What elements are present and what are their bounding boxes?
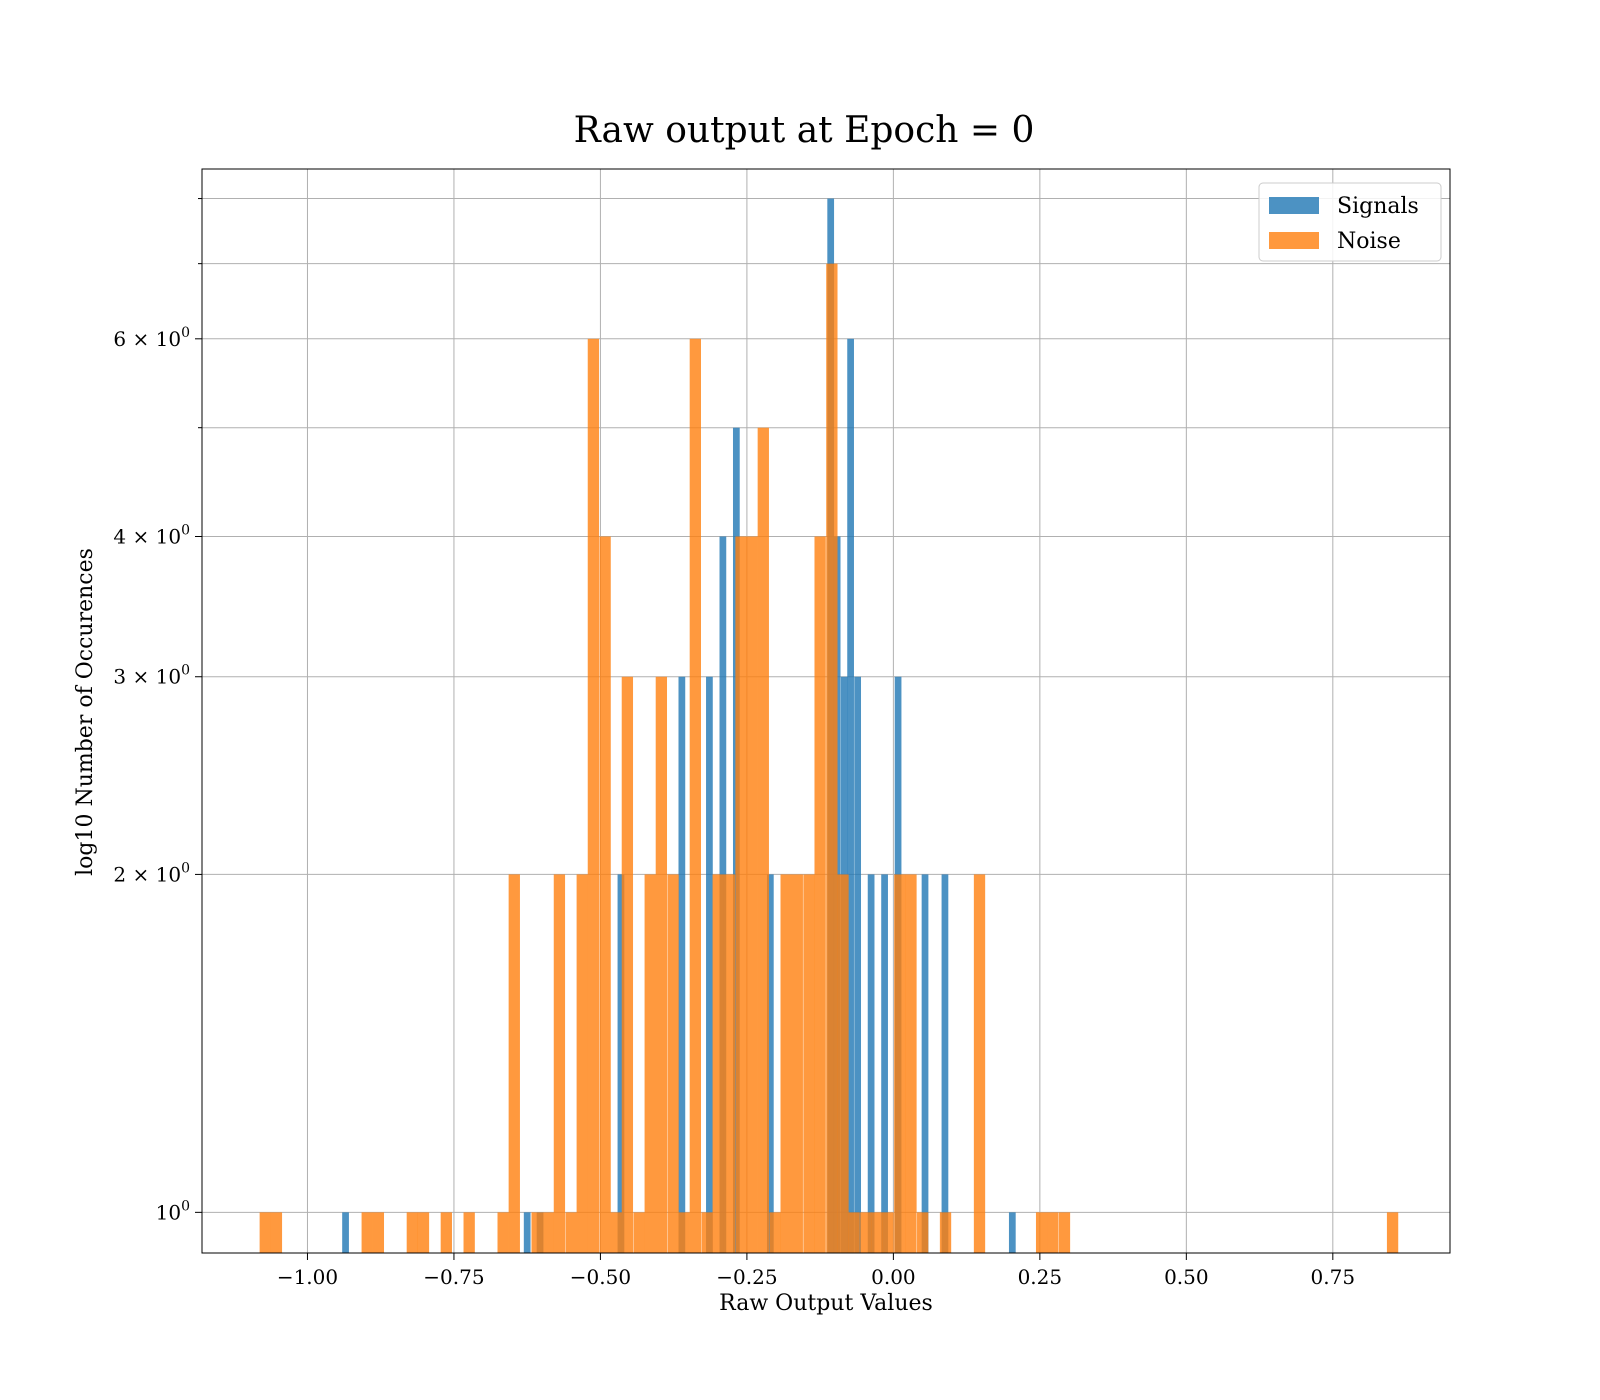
histogram-bar [655,676,668,1253]
histogram-bar [678,676,686,1253]
histogram-bar [523,1212,531,1253]
histogram-bar [848,1212,860,1253]
histogram-bar [667,874,679,1253]
histogram-bar [576,874,588,1253]
histogram-bar [860,1212,872,1253]
legend-swatch [1269,232,1319,249]
grid-lines [202,169,1450,1253]
histogram-bar [617,874,625,1253]
histogram-bar [270,1212,283,1253]
histogram-bar [746,536,758,1253]
y-tick-label: 4 × 100 [113,522,190,548]
series-noise-bars [259,263,1399,1254]
histogram-bar [508,874,520,1253]
chart-title: Raw output at Epoch = 0 [574,110,1035,151]
histogram-bar [939,1212,952,1253]
x-tick-label: 0.25 [1018,1265,1063,1289]
histogram-bar [610,1212,622,1253]
x-tick-label: 0.75 [1311,1265,1356,1289]
histogram-bar [259,1212,271,1253]
axis-ticks: −1.00 −0.75 −0.50 −0.25 0.00 0.25 0.50 0.75 100 2… [113,198,1356,1289]
y-axis-label: log10 Number of Occurences [73,548,98,876]
histogram-bar [780,874,792,1253]
histogram-bar [769,1212,781,1253]
histogram-bar [941,874,949,1253]
histogram-bar [766,874,774,1253]
histogram-bar [531,1212,543,1253]
histogram-bar [854,676,862,1253]
histogram-bar [621,676,634,1253]
histogram-bar [814,536,826,1253]
histogram-bar [497,1212,509,1253]
histogram-bar [826,263,838,1253]
x-tick-label: −1.00 [277,1265,338,1289]
histogram-bar [1047,1212,1059,1253]
histogram-bar [599,536,611,1253]
histogram-bar [867,874,875,1253]
histogram-bar [342,1212,349,1253]
histogram-bar [757,427,769,1254]
histogram-bar [1035,1212,1048,1253]
histogram-bar [361,1212,373,1253]
y-tick-label: 6 × 100 [113,325,190,351]
histogram-bar [587,338,600,1253]
histogram-bar [973,874,986,1253]
histogram-bar [542,1212,554,1253]
legend-label: Noise [1337,229,1401,254]
y-tick-label: 100 [156,1198,190,1224]
x-tick-label: −0.50 [570,1265,631,1289]
x-tick-label: −0.75 [423,1265,484,1289]
histogram-bar [706,676,713,1253]
histogram-bar [723,874,735,1253]
histogram-bar [1386,1212,1399,1253]
legend: Signals Noise [1258,182,1442,262]
histogram-bar [881,874,888,1253]
histogram-bar [712,874,724,1253]
histogram-bar [463,1212,475,1253]
histogram-bar [894,874,906,1253]
y-tick-label: 3 × 100 [113,663,190,689]
histogram-bar [633,1212,645,1253]
x-tick-label: 0.00 [871,1265,916,1289]
histogram-bar [882,1212,894,1253]
histogram-bar [565,1212,577,1253]
histogram-bar [372,1212,385,1253]
histogram-bar [905,874,917,1253]
histogram-bar [791,874,803,1253]
histogram-bar [917,1212,929,1253]
histogram-bar [440,1212,452,1253]
x-tick-label: −0.25 [716,1265,777,1289]
histogram-bar [803,874,815,1253]
legend-label: Signals [1337,194,1419,219]
histogram-bar [553,874,566,1253]
x-tick-label: 0.50 [1164,1265,1209,1289]
histogram-bar [847,338,854,1253]
histogram-bar [1008,1212,1016,1253]
x-axis-label: Raw Output Values [719,1291,933,1316]
histogram-bars [259,198,1399,1254]
y-tick-label: 2 × 100 [113,860,190,886]
legend-swatch [1269,197,1319,214]
histogram-bar [701,1212,713,1253]
histogram-bar [689,338,701,1253]
histogram-bar [678,1212,690,1253]
histogram-bar [871,1212,883,1253]
histogram-bar [921,874,929,1253]
histogram-bar [837,874,849,1253]
histogram-bar [735,536,747,1253]
histogram-bar [406,1212,418,1253]
plot-frame [201,168,1451,1254]
histogram-bar [644,874,656,1253]
histogram-bar [417,1212,430,1253]
histogram-bar [1058,1212,1071,1253]
